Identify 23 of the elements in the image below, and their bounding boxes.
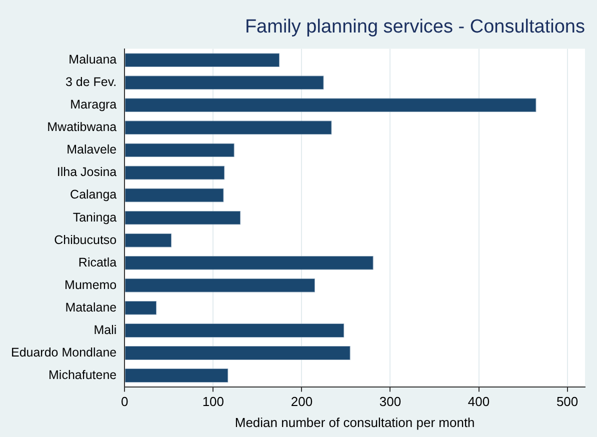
y-tick-label: Mali [94,322,117,337]
y-tick-label: Taninga [72,210,117,224]
y-tick-label: Maluana [68,52,117,67]
y-tick-label: Maragra [70,98,117,112]
y-tick-label: Matalane [65,300,117,314]
x-axis-title: Median number of consultation per month [234,414,475,430]
x-tick-label: 300 [379,394,402,410]
y-tick-label: Calanga [70,188,117,202]
y-tick-label: Ilha Josina [56,165,117,180]
x-tick-label: 100 [202,394,224,410]
x-tick-label: 200 [290,394,313,410]
x-tick-label: 0 [121,394,128,410]
x-tick-label: 500 [556,394,578,410]
y-tick-label: Eduardo Mondlane [10,345,117,360]
x-tick-label: 400 [468,394,490,410]
chart-title: Family planning services - Consultations [244,16,585,38]
y-tick-label: Chibucutso [54,232,117,247]
y-tick-label: 3 de Fev. [65,75,117,90]
y-tick-label: Ricatla [78,255,117,270]
y-tick-label: Mwatibwana [47,120,117,134]
y-tick-label: Michafutene [48,368,117,382]
y-tick-label: Malavele [66,142,117,157]
y-tick-label: Mumemo [64,278,117,292]
